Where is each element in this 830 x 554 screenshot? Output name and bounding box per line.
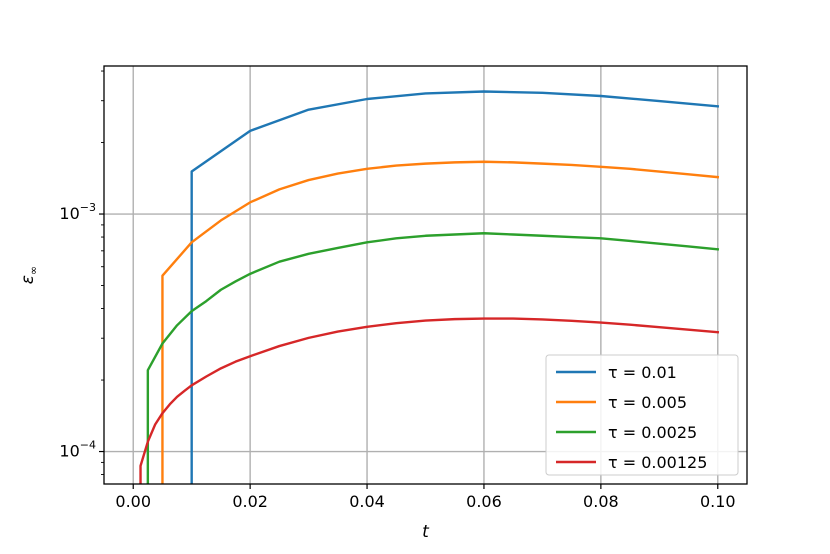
series-line-1 — [190, 90, 720, 484]
tick-layer: 0.00 0.02 0.04 0.06 0.08 0.10 10−4 10−3 — [59, 70, 736, 511]
x-axis-label: t — [422, 522, 430, 542]
series-line-2 — [161, 160, 720, 484]
legend-label-4: τ = 0.00125 — [608, 453, 707, 472]
x-tick-label: 0.06 — [466, 492, 502, 511]
legend-label-3: τ = 0.0025 — [608, 423, 697, 442]
y-tick-label: 10−4 — [59, 439, 96, 461]
x-tick-label: 0.00 — [115, 492, 151, 511]
x-tick-label: 0.02 — [232, 492, 268, 511]
series-line-3 — [146, 232, 720, 484]
legend-label-1: τ = 0.01 — [608, 363, 677, 382]
plot-frame — [103, 65, 748, 485]
legend-label-2: τ = 0.005 — [608, 393, 687, 412]
legend: τ = 0.01 τ = 0.005 τ = 0.0025 τ = 0.00125 — [545, 354, 739, 476]
series-layer — [139, 90, 720, 484]
x-tick-label: 0.04 — [349, 492, 385, 511]
series-line-4 — [139, 317, 720, 484]
y-axis-label-sub: ∞ — [27, 266, 40, 275]
y-axis-label-main: ε — [18, 275, 38, 284]
x-tick-label: 0.08 — [583, 492, 619, 511]
y-axis-label: ε∞ — [18, 266, 40, 284]
y-tick-label: 10−3 — [59, 201, 96, 223]
x-tick-label: 0.10 — [700, 492, 736, 511]
legend-frame — [545, 354, 739, 476]
